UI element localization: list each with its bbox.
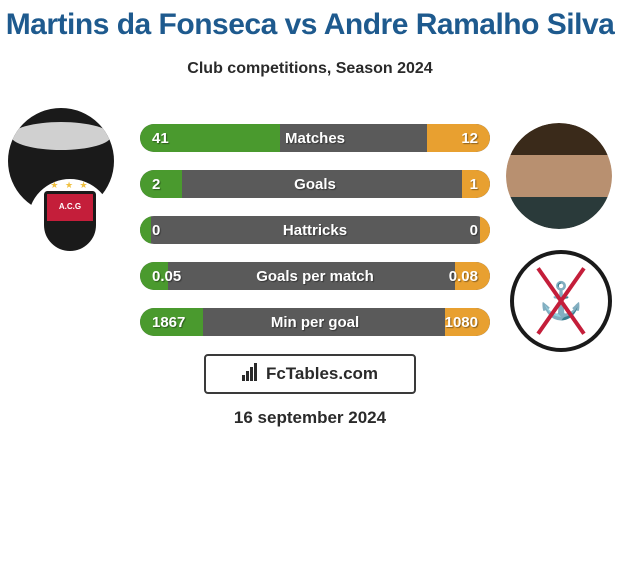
stat-row: 18671080Min per goal — [140, 308, 490, 336]
player1-name: Martins da Fonseca — [6, 8, 277, 41]
bar-chart-icon — [242, 363, 262, 386]
club-left-abbr: A.C.G — [47, 202, 93, 211]
footer-date: 16 september 2024 — [0, 408, 620, 428]
stat-row: 00Hattricks — [140, 216, 490, 244]
subtitle: Club competitions, Season 2024 — [0, 60, 620, 78]
player2-name: Andre Ramalho Silva — [324, 8, 615, 41]
club-left-shield-wrap: ★ ★ ★ A.C.G — [30, 181, 110, 261]
club-left-shield: ★ ★ ★ A.C.G — [44, 191, 96, 251]
stat-label: Matches — [140, 130, 490, 147]
stat-label: Min per goal — [140, 314, 490, 331]
stat-label: Hattricks — [140, 222, 490, 239]
stat-label: Goals per match — [140, 268, 490, 285]
stats-area: 4112Matches 21Goals 00Hattricks 0.050.08Goa… — [140, 124, 490, 354]
stat-row: 21Goals — [140, 170, 490, 198]
comparison-card: Martins da Fonseca vs Andre Ramalho Silv… — [0, 0, 620, 460]
player1-club-badge: ★ ★ ★ A.C.G — [28, 179, 112, 263]
stat-label: Goals — [140, 176, 490, 193]
player2-photo-placeholder — [506, 123, 612, 229]
footer-brand-badge: FcTables.com — [204, 354, 416, 394]
stat-row: 4112Matches — [140, 124, 490, 152]
club-left-stars-icon: ★ ★ ★ — [47, 180, 93, 191]
club-right-oars-icon — [516, 256, 606, 346]
title-vs: vs — [285, 8, 317, 41]
footer-brand-text: FcTables.com — [266, 364, 378, 384]
page-title: Martins da Fonseca vs Andre Ramalho Silv… — [0, 0, 620, 42]
club-right-wrap: ⚓ — [510, 250, 612, 352]
stat-row: 0.050.08Goals per match — [140, 262, 490, 290]
player2-photo — [506, 123, 612, 229]
player2-club-badge: ⚓ — [510, 250, 612, 352]
